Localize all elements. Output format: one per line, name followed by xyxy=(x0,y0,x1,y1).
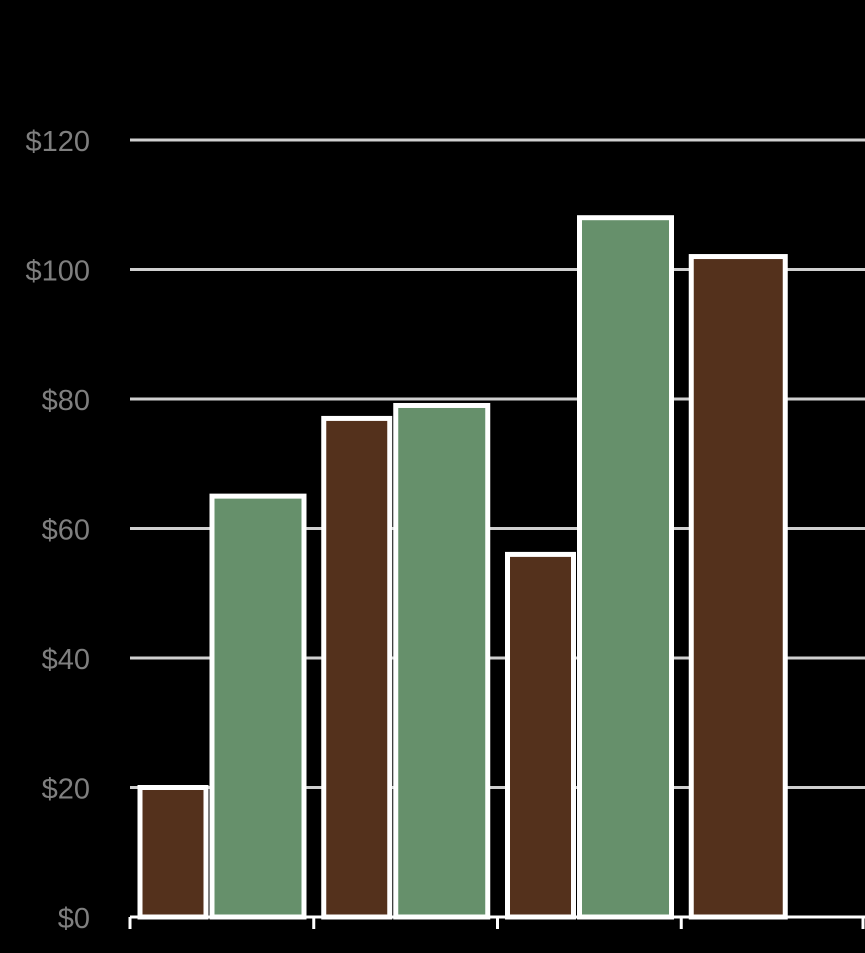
y-tick-label: $60 xyxy=(42,515,90,547)
y-tick-label: $120 xyxy=(25,126,90,158)
bar xyxy=(688,254,788,920)
bar xyxy=(505,551,576,920)
y-tick-label: $20 xyxy=(42,774,90,806)
bars xyxy=(137,215,788,920)
bar xyxy=(137,785,209,920)
bar xyxy=(209,493,307,920)
bar xyxy=(321,415,393,920)
bar xyxy=(393,402,491,920)
y-tick-label: $100 xyxy=(25,256,90,288)
y-tick-label: $80 xyxy=(42,385,90,417)
x-axis xyxy=(128,915,865,929)
y-tick-label: $40 xyxy=(42,644,90,676)
y-tick-label: $0 xyxy=(58,903,90,935)
y-axis-tick-labels: $0 $20 $40 $60 $80 $100 $120 xyxy=(25,126,90,935)
bar xyxy=(577,215,674,920)
